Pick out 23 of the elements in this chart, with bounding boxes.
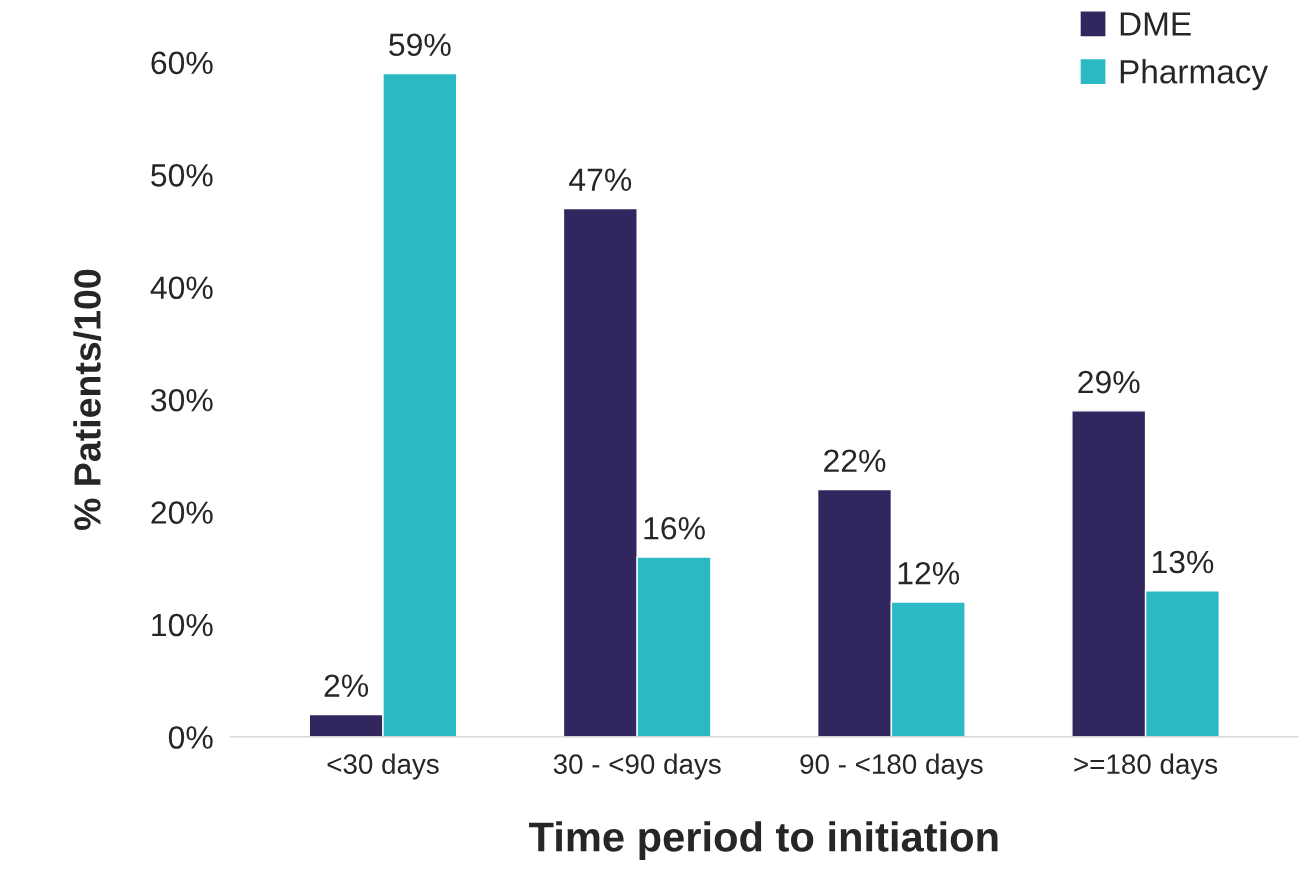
x-tick-label: 30 - <90 days xyxy=(553,753,721,780)
x-tick-label: 90 - <180 days xyxy=(800,753,983,780)
y-tick-label: 50% xyxy=(151,164,213,187)
x-tick-label: <30 days xyxy=(327,753,439,780)
y-tick-label: 0% xyxy=(168,726,213,749)
data-label: 22% xyxy=(824,449,886,473)
y-tick-label: 10% xyxy=(152,613,213,637)
data-label: 59% xyxy=(389,33,451,57)
data-label: 12% xyxy=(898,561,960,585)
y-tick-label: 60% xyxy=(151,51,213,75)
y-tick-label: 30% xyxy=(151,388,213,412)
data-label: 47% xyxy=(569,168,632,191)
data-label: 29% xyxy=(1078,370,1140,394)
data-label: 16% xyxy=(644,516,705,540)
y-axis-title: % Patients/100 xyxy=(73,269,102,530)
data-label: 13% xyxy=(1152,550,1214,574)
x-tick-label: >=180 days xyxy=(1074,753,1218,780)
data-label: 2% xyxy=(324,674,369,697)
x-axis-title: Time period to initiation xyxy=(529,821,998,860)
legend-label: Pharmacy xyxy=(1120,59,1269,91)
y-tick-label: 40% xyxy=(150,276,213,300)
y-tick-label: 20% xyxy=(151,501,213,524)
legend-label: DME xyxy=(1120,12,1191,36)
